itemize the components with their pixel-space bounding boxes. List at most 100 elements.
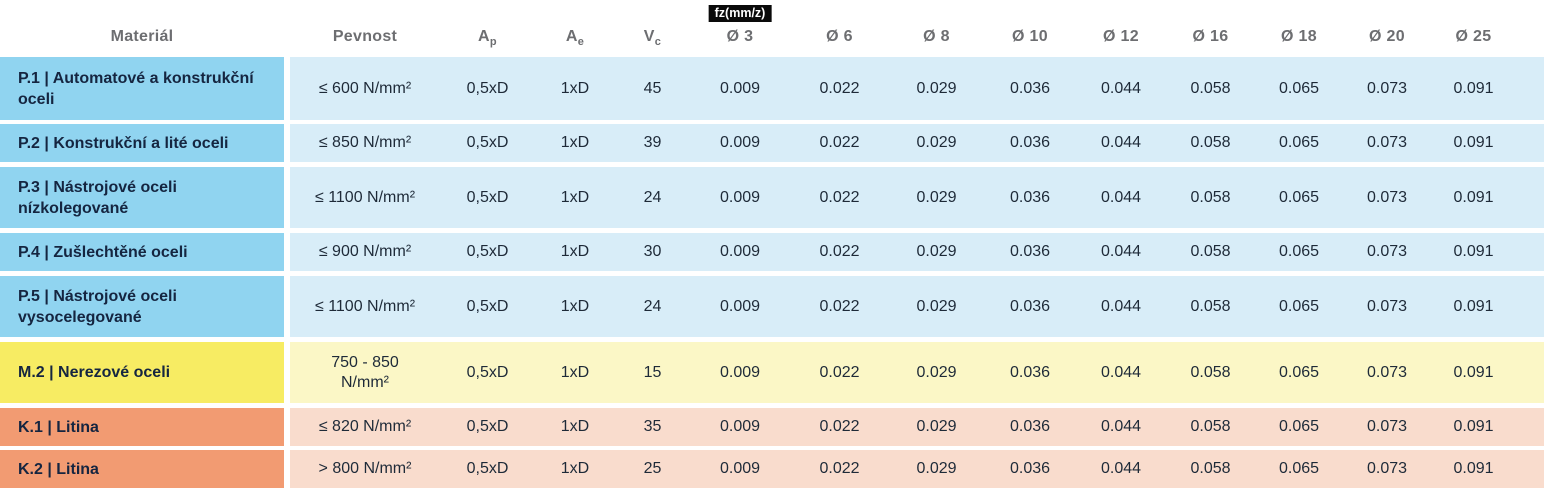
fz-cell-d10: 0.036: [1009, 418, 1051, 435]
row-data-strip: ≤ 1100 N/mm² 0,5xD 1xD 24 0.009 0.022 0.…: [290, 276, 1544, 337]
col-header-d8: Ø 8: [923, 28, 950, 45]
vc-cell: 24: [643, 297, 662, 315]
row-data-strip: ≤ 1100 N/mm² 0,5xD 1xD 24 0.009 0.022 0.…: [290, 167, 1544, 228]
ap-cell: 0,5xD: [466, 363, 509, 381]
fz-cell-d16: 0.058: [1190, 460, 1231, 477]
pevnost-cell: ≤ 1100 N/mm²: [314, 188, 416, 206]
fz-cell-d16: 0.058: [1190, 243, 1231, 260]
fz-cell-d16: 0.058: [1190, 418, 1231, 435]
table-row-k1: K.1 | Litina ≤ 820 N/mm² 0,5xD 1xD 35 0.…: [0, 408, 1544, 446]
fz-cell-d3: 0.009: [719, 243, 761, 260]
ae-cell: 1xD: [560, 363, 590, 381]
row-data-strip: ≤ 600 N/mm² 0,5xD 1xD 45 0.009 0.022 0.0…: [290, 57, 1544, 120]
col-header-d3: fz(mm/z) Ø 3: [690, 0, 790, 57]
fz-cell-d20: 0.073: [1366, 460, 1408, 477]
ae-cell: 1xD: [560, 297, 590, 315]
material-cell: P.1 | Automatové a konstrukční oceli: [0, 57, 284, 120]
fz-cell-d20: 0.073: [1366, 243, 1408, 260]
ae-cell: 1xD: [560, 188, 590, 206]
fz-cell-d10: 0.036: [1009, 297, 1051, 315]
pevnost-cell: 750 - 850 N/mm²: [331, 353, 399, 391]
fz-cell-d20: 0.073: [1366, 418, 1408, 435]
material-cell: P.3 | Nástrojové oceli nízkolegované: [0, 167, 284, 228]
fz-cell-d3: 0.009: [719, 134, 761, 151]
table-row-p2: P.2 | Konstrukční a lité oceli ≤ 850 N/m…: [0, 124, 1544, 162]
table-row-p3: P.3 | Nástrojové oceli nízkolegované ≤ 1…: [0, 167, 1544, 228]
row-data-strip: ≤ 820 N/mm² 0,5xD 1xD 35 0.009 0.022 0.0…: [290, 408, 1544, 446]
ae-cell: 1xD: [560, 134, 590, 151]
vc-cell: 25: [643, 460, 662, 477]
fz-cell-d3: 0.009: [719, 297, 761, 315]
col-header-d3-label: Ø 3: [726, 28, 754, 45]
fz-cell-d8: 0.029: [916, 297, 957, 315]
fz-cell-d16: 0.058: [1190, 134, 1231, 151]
pevnost-cell: > 800 N/mm²: [318, 460, 412, 477]
fz-cell-d18: 0.065: [1278, 418, 1320, 435]
fz-cell-d20: 0.073: [1366, 363, 1408, 381]
fz-cell-d16: 0.058: [1190, 297, 1231, 315]
fz-cell-d25: 0.091: [1453, 134, 1494, 151]
fz-cell-d3: 0.009: [719, 363, 761, 381]
fz-cell-d6: 0.022: [819, 243, 860, 260]
col-header-d18: Ø 18: [1281, 28, 1317, 45]
fz-cell-d12: 0.044: [1100, 460, 1142, 477]
fz-cell-d3: 0.009: [719, 460, 761, 477]
fz-cell-d6: 0.022: [819, 363, 860, 381]
fz-cell-d6: 0.022: [819, 418, 860, 435]
pevnost-cell: ≤ 900 N/mm²: [318, 243, 412, 260]
col-header-d12: Ø 12: [1103, 28, 1139, 45]
col-header-vc-base: V: [643, 28, 655, 45]
fz-cell-d6: 0.022: [819, 297, 860, 315]
fz-cell-d25: 0.091: [1453, 79, 1494, 97]
fz-cell-d25: 0.091: [1453, 418, 1494, 435]
fz-cell-d10: 0.036: [1009, 79, 1051, 97]
col-header-ae-sub: e: [577, 36, 585, 48]
material-cell: P.4 | Zušlechtěné oceli: [0, 233, 284, 271]
fz-cell-d3: 0.009: [719, 79, 761, 97]
col-header-ap-sub: p: [489, 36, 497, 48]
col-header-d25: Ø 25: [1455, 28, 1492, 45]
fz-cell-d8: 0.029: [916, 363, 957, 381]
col-header-d10: Ø 10: [1012, 28, 1048, 45]
fz-cell-d12: 0.044: [1100, 134, 1142, 151]
fz-cell-d20: 0.073: [1366, 134, 1408, 151]
vc-cell: 30: [643, 243, 662, 260]
fz-cell-d10: 0.036: [1009, 188, 1051, 206]
fz-cell-d10: 0.036: [1009, 134, 1051, 151]
material-cell: P.2 | Konstrukční a lité oceli: [0, 124, 284, 162]
fz-cell-d8: 0.029: [916, 460, 957, 477]
fz-cell-d6: 0.022: [819, 460, 860, 477]
fz-cell-d16: 0.058: [1190, 188, 1231, 206]
fz-cell-d18: 0.065: [1278, 188, 1320, 206]
col-header-d20: Ø 20: [1369, 28, 1405, 45]
fz-cell-d6: 0.022: [819, 188, 860, 206]
fz-cell-d20: 0.073: [1366, 79, 1408, 97]
material-cell: M.2 | Nerezové oceli: [0, 342, 284, 403]
fz-cell-d8: 0.029: [916, 418, 957, 435]
row-data-strip: > 800 N/mm² 0,5xD 1xD 25 0.009 0.022 0.0…: [290, 450, 1544, 488]
fz-cell-d12: 0.044: [1100, 297, 1142, 315]
col-header-material: Materiál: [110, 28, 174, 45]
fz-cell-d8: 0.029: [916, 188, 957, 206]
fz-cell-d10: 0.036: [1009, 243, 1051, 260]
fz-cell-d12: 0.044: [1100, 188, 1142, 206]
fz-cell-d25: 0.091: [1453, 460, 1494, 477]
ae-cell: 1xD: [560, 243, 590, 260]
fz-cell-d3: 0.009: [719, 188, 761, 206]
ap-cell: 0,5xD: [466, 460, 509, 477]
ap-cell: 0,5xD: [466, 418, 509, 435]
table-row-p1: P.1 | Automatové a konstrukční oceli ≤ 6…: [0, 57, 1544, 120]
fz-cell-d16: 0.058: [1190, 363, 1231, 381]
fz-cell-d12: 0.044: [1100, 243, 1142, 260]
fz-cell-d6: 0.022: [819, 79, 860, 97]
table-row-p5: P.5 | Nástrojové oceli vysocelegované ≤ …: [0, 276, 1544, 337]
material-cell: K.1 | Litina: [0, 408, 284, 446]
pevnost-cell: ≤ 600 N/mm²: [318, 79, 412, 97]
fz-cell-d18: 0.065: [1278, 134, 1320, 151]
col-header-ae-base: A: [565, 28, 578, 45]
ap-cell: 0,5xD: [466, 243, 509, 260]
ap-cell: 0,5xD: [466, 188, 509, 206]
